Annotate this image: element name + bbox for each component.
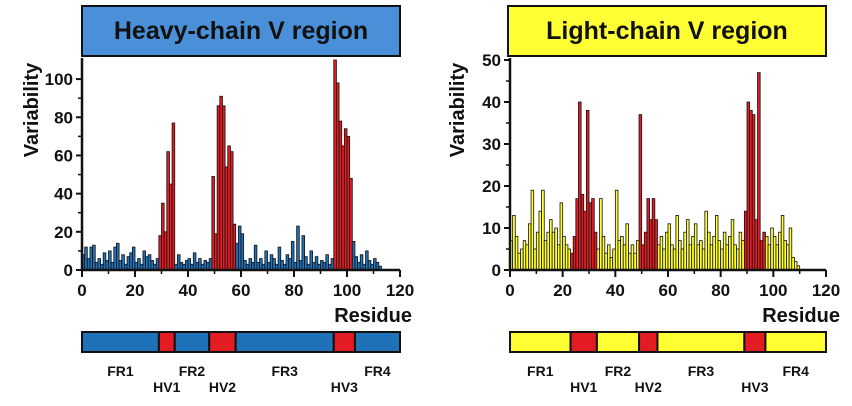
light-x-tick-label: 40	[606, 281, 625, 300]
heavy-y-tick-label: 60	[54, 146, 73, 165]
light-plot-area: 0 10 20 30 40 50 0 20 40 60 80 100 120	[482, 51, 840, 300]
heavy-region-hv1	[157, 331, 176, 353]
heavy-region-label-fr2: FR2	[179, 363, 206, 379]
light-chart-title: Light-chain V region	[546, 17, 788, 45]
light-x-tick-label: 80	[711, 281, 730, 300]
heavy-y-tick-label: 100	[45, 70, 73, 89]
heavy-y-tick-label: 40	[54, 185, 73, 204]
heavy-region-label-hv3: HV3	[331, 379, 358, 395]
heavy-plot-area: 0 20 40 60 80 100 0 20 40 60 80 100 120	[45, 58, 414, 300]
light-region-hv2	[638, 331, 659, 353]
heavy-x-tick-label: 100	[333, 281, 361, 300]
heavy-x-tick-label: 0	[77, 281, 86, 300]
heavy-y-axis-label: Variability	[21, 62, 43, 157]
light-region-label-hv3: HV3	[741, 379, 768, 395]
light-y-tick-label: 0	[492, 261, 501, 280]
light-x-tick-label: 0	[505, 281, 514, 300]
heavy-y-tick-label: 0	[64, 261, 73, 280]
heavy-x-axis-label: Residue	[334, 305, 412, 327]
heavy-x-tick-label: 120	[386, 281, 414, 300]
heavy-region-fr3	[234, 331, 335, 353]
heavy-region-label-fr4: FR4	[364, 363, 391, 379]
light-x-axis-label: Residue	[762, 305, 840, 327]
light-region-label-fr3: FR3	[688, 363, 715, 379]
heavy-region-label-hv2: HV2	[209, 379, 236, 395]
heavy-x-tick-label: 20	[126, 281, 145, 300]
light-y-tick-label: 20	[482, 177, 501, 196]
heavy-x-tick-label: 40	[179, 281, 198, 300]
light-title-box	[507, 5, 827, 57]
light-y-tick-label: 50	[482, 51, 501, 70]
heavy-y-tick-label: 20	[54, 223, 73, 242]
light-region-fr3	[656, 331, 746, 353]
light-region-fr2	[595, 331, 641, 353]
light-region-fr4	[764, 331, 828, 353]
light-x-tick-label: 120	[812, 281, 840, 300]
light-y-tick-label: 30	[482, 135, 501, 154]
heavy-region-label-hv1: HV1	[153, 379, 180, 395]
heavy-region-label-fr3: FR3	[271, 363, 298, 379]
light-region-label-fr4: FR4	[782, 363, 809, 379]
heavy-region-label-fr1: FR1	[107, 363, 134, 379]
light-x-tick-label: 100	[759, 281, 787, 300]
heavy-y-tick-label: 80	[54, 108, 73, 127]
light-y-axis-label: Variability	[447, 62, 469, 157]
heavy-region-hv3	[332, 331, 356, 353]
light-x-tick-label: 20	[553, 281, 572, 300]
light-chain-panel: Light-chain V region Variability Residue…	[447, 5, 840, 395]
light-region-label-fr1: FR1	[527, 363, 554, 379]
light-region-fr1	[509, 331, 572, 353]
light-region-hv3	[743, 331, 767, 353]
light-region-label-hv2: HV2	[635, 379, 662, 395]
light-x-tick-label: 60	[659, 281, 678, 300]
heavy-chain-panel: Heavy-chain V region Variability Residue…	[21, 5, 414, 395]
heavy-region-hv2	[208, 331, 237, 353]
light-region-hv1	[569, 331, 598, 353]
light-y-tick-label: 10	[482, 219, 501, 238]
heavy-region-fr1	[81, 331, 160, 353]
heavy-region-fr4	[353, 331, 402, 353]
light-y-tick-label: 40	[482, 93, 501, 112]
light-region-label-fr2: FR2	[605, 363, 632, 379]
heavy-bar-hv1-35	[171, 122, 176, 271]
heavy-region-fr2	[173, 331, 211, 353]
heavy-x-tick-label: 80	[285, 281, 304, 300]
heavy-x-tick-label: 60	[232, 281, 251, 300]
light-region-label-hv1: HV1	[570, 379, 597, 395]
heavy-title-box	[81, 5, 401, 57]
heavy-chart-title: Heavy-chain V region	[114, 17, 368, 45]
